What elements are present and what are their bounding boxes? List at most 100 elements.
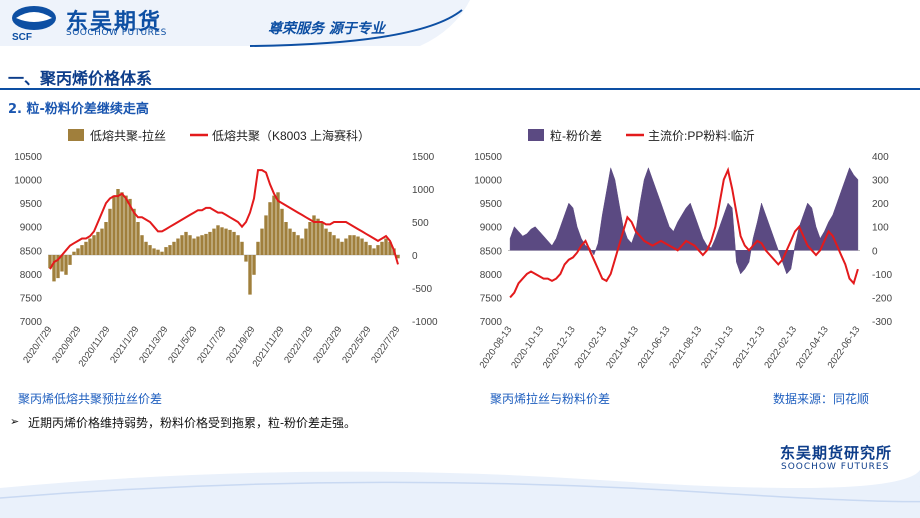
- spread-bar: [216, 225, 220, 255]
- spread-bar: [272, 195, 276, 255]
- legend-label: 低熔共聚（K8003 上海赛科）: [212, 128, 370, 143]
- y-right-tick-label: 500: [412, 218, 429, 229]
- spread-bar: [128, 198, 132, 255]
- spread-bar: [332, 235, 336, 255]
- company-logo-icon: SCF: [12, 6, 56, 42]
- spread-bar: [380, 241, 384, 255]
- spread-bar: [360, 238, 364, 255]
- spread-bar: [112, 195, 116, 255]
- bullet-text: 近期丙烯价格维持弱势，粉料价格受到拖累，粒-粉价差走强。: [28, 416, 357, 430]
- y-right-tick-label: 0: [872, 246, 878, 257]
- spread-bar: [316, 218, 320, 255]
- x-tick-label: 2022-06-13: [826, 324, 863, 370]
- bullet-arrow-icon: ➢: [10, 415, 20, 428]
- y-left-tick-label: 7000: [20, 317, 43, 328]
- spread-bar: [132, 208, 136, 255]
- spread-bar: [148, 245, 152, 255]
- spread-bar: [88, 238, 92, 255]
- spread-bar: [116, 189, 120, 255]
- x-tick-label: 2022/7/29: [369, 324, 402, 365]
- logo-english-name: SOOCHOW FUTURES: [66, 28, 167, 38]
- spread-bar: [264, 215, 268, 255]
- spread-bar: [208, 231, 212, 255]
- spread-bar: [156, 249, 160, 255]
- spread-bar: [296, 235, 300, 255]
- left-spread-chart: 低熔共聚-拉丝 低熔共聚（K8003 上海赛科） 7000 7500 8000 8500 9…: [14, 128, 438, 369]
- spread-bar: [56, 255, 60, 279]
- spread-bar: [288, 228, 292, 255]
- y-left-tick-label: 8000: [20, 270, 43, 281]
- y-left-tick-label: 8500: [20, 246, 43, 257]
- y-left-tick-label: 7500: [480, 293, 503, 304]
- spread-bar: [252, 255, 256, 275]
- y-right-tick-label: 0: [412, 251, 418, 262]
- spread-bar: [64, 255, 68, 275]
- y-right-tick-label: 200: [872, 199, 889, 210]
- spread-bar: [396, 255, 400, 259]
- y-left-tick-label: 10000: [474, 176, 502, 187]
- spread-bar: [336, 238, 340, 255]
- title-divider: [0, 88, 920, 90]
- spread-bar: [96, 231, 100, 255]
- spread-bar: [68, 255, 72, 265]
- spread-bar: [76, 248, 80, 255]
- spread-bar: [344, 238, 348, 255]
- data-source-note: 数据来源：同花顺: [773, 392, 870, 406]
- spread-bar: [368, 245, 372, 255]
- y-right-tick-label: 300: [872, 176, 889, 187]
- spread-bar: [324, 228, 328, 255]
- footer-logo-chinese: 东吴期货研究所: [780, 444, 893, 462]
- spread-bar: [136, 222, 140, 255]
- legend-label: 粒-粉价差: [550, 128, 602, 143]
- y-left-tick-label: 7500: [20, 293, 43, 304]
- spread-bar: [100, 228, 104, 255]
- spread-bar: [356, 236, 360, 255]
- price-line: [509, 166, 859, 299]
- spread-bar: [172, 241, 176, 255]
- y-left-tick-label: 8500: [480, 246, 503, 257]
- spread-bar: [284, 222, 288, 255]
- spread-bar: [256, 241, 260, 255]
- y-right-tick-label: 100: [872, 223, 889, 234]
- y-left-tick-label: 9500: [480, 199, 503, 210]
- spread-bar: [240, 241, 244, 255]
- y-right-tick-label: 400: [872, 152, 889, 163]
- spread-bar: [48, 255, 52, 269]
- spread-bar: [364, 241, 368, 255]
- spread-bar: [388, 241, 392, 255]
- y-left-tick-label: 7000: [480, 317, 503, 328]
- footer-wave: [0, 470, 920, 518]
- left-chart-caption: 聚丙烯低熔共聚预拉丝价差: [18, 392, 163, 406]
- header-banner: [0, 0, 470, 47]
- spread-bar: [140, 235, 144, 255]
- spread-bar: [228, 229, 232, 255]
- y-right-tick-label: -300: [872, 317, 892, 328]
- y-right-tick-label: -500: [412, 284, 432, 295]
- y-left-tick-label: 10500: [14, 152, 42, 163]
- spread-bar: [176, 238, 180, 255]
- spread-bar: [244, 255, 248, 262]
- spread-bar: [308, 222, 312, 255]
- spread-bar: [236, 235, 240, 255]
- spread-bar: [152, 248, 156, 255]
- y-left-tick-label: 10500: [474, 152, 502, 163]
- spread-bar: [248, 255, 252, 295]
- y-left-tick-label: 8000: [480, 270, 503, 281]
- spread-bar: [80, 245, 84, 255]
- logo-mark-text: SCF: [12, 32, 32, 42]
- spread-bar: [92, 235, 96, 255]
- spread-bar: [200, 235, 204, 255]
- spread-bar: [304, 228, 308, 255]
- legend-bar-swatch: [68, 129, 84, 141]
- y-right-tick-label: -200: [872, 293, 892, 304]
- spread-bar: [144, 241, 148, 255]
- spread-bar: [52, 255, 56, 282]
- spread-bar: [168, 245, 172, 255]
- right-spread-chart: 粒-粉价差 主流价:PP粉料:临沂 7000 7500 8000 8500 9000 9500…: [474, 128, 892, 371]
- y-right-tick-label: -100: [872, 270, 892, 281]
- spread-area: [509, 166, 859, 275]
- legend-label: 主流价:PP粉料:临沂: [648, 129, 755, 143]
- spread-bar: [120, 192, 124, 255]
- spread-bar: [184, 231, 188, 255]
- price-line: [49, 169, 399, 270]
